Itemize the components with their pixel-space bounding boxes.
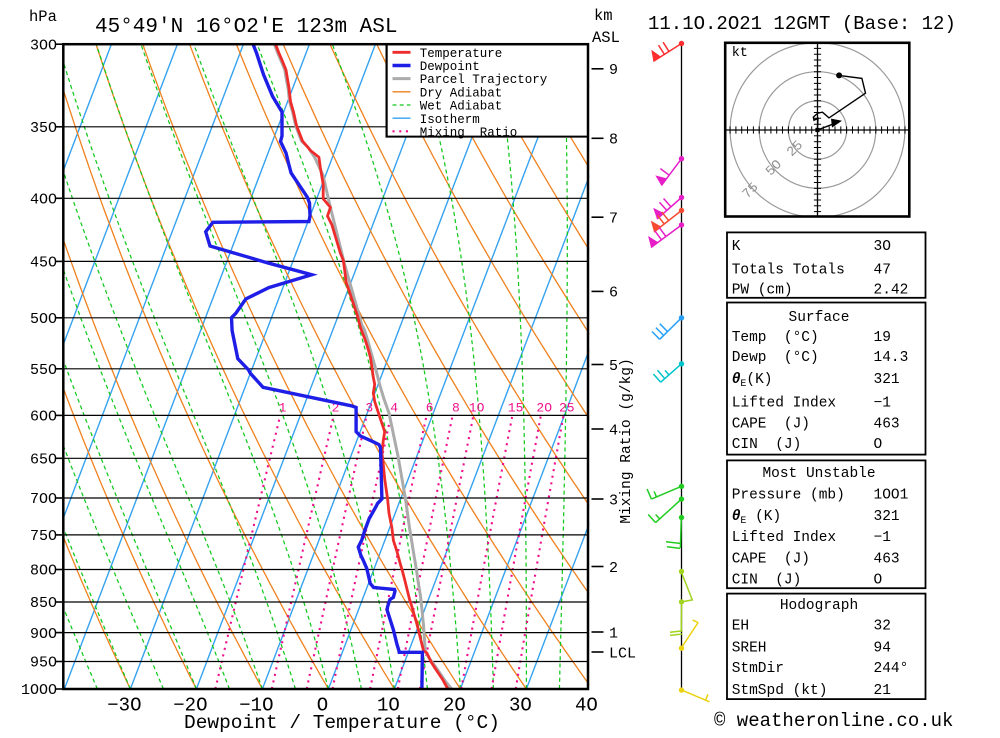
svg-text:55O: 55O [30,362,57,379]
svg-text:6: 6 [609,285,618,302]
svg-text:StmDir: StmDir [732,661,784,677]
svg-text:−1: −1 [874,530,891,546]
svg-text:hPa: hPa [29,8,57,26]
svg-text:Wet Adiabat: Wet Adiabat [420,100,503,114]
svg-text:9: 9 [609,62,618,79]
svg-text:ASL: ASL [592,29,620,47]
svg-text:Parcel Trajectory: Parcel Trajectory [420,73,548,87]
svg-text:4OO: 4OO [30,192,57,209]
svg-text:Hodograph: Hodograph [780,598,858,614]
svg-text:Isotherm: Isotherm [420,113,480,127]
svg-text:Dewpoint: Dewpoint [420,60,480,74]
svg-text:6: 6 [426,400,434,415]
svg-text:2: 2 [609,560,618,577]
svg-text:−1O: −1O [239,695,273,717]
svg-text:4: 4 [609,422,618,439]
svg-text:O: O [874,572,883,588]
svg-text:Lifted Index: Lifted Index [732,396,837,412]
svg-text:244°: 244° [874,661,909,677]
svg-text:15: 15 [508,400,524,415]
svg-text:35O: 35O [30,120,57,137]
svg-text:km: km [594,7,613,25]
svg-text:2O: 2O [536,400,552,415]
svg-text:SREH: SREH [732,640,767,656]
svg-text:3: 3 [365,400,373,415]
svg-text:CAPE (J): CAPE (J) [732,416,810,432]
svg-text:463: 463 [874,552,900,568]
svg-text:O: O [874,437,883,453]
svg-text:4: 4 [390,400,398,415]
svg-text:45O: 45O [30,255,57,272]
svg-text:9OO: 9OO [30,626,57,643]
svg-text:7OO: 7OO [30,491,57,508]
svg-text:8: 8 [452,400,460,415]
svg-text:2.42: 2.42 [874,283,909,299]
svg-text:4O: 4O [575,695,598,717]
svg-text:47: 47 [874,263,891,279]
svg-text:PW (cm): PW (cm) [732,283,793,299]
svg-text:Totals Totals: Totals Totals [732,263,845,279]
svg-text:463: 463 [874,416,900,432]
svg-text:Mixing Ratio: Mixing Ratio [420,126,518,140]
svg-text:1O: 1O [377,695,400,717]
svg-text:45°49'N 16°O2'E 123m ASL: 45°49'N 16°O2'E 123m ASL [95,16,397,39]
svg-text:1: 1 [279,400,287,415]
svg-text:3O: 3O [874,239,891,255]
svg-text:CAPE (J): CAPE (J) [732,552,810,568]
svg-text:K: K [732,239,741,255]
svg-text:θE (K): θE (K) [732,509,782,527]
svg-text:321: 321 [874,509,900,525]
svg-text:Temp (°C): Temp (°C) [732,330,819,346]
svg-text:Dewp (°C): Dewp (°C) [732,350,819,366]
svg-text:2: 2 [332,400,340,415]
svg-text:1: 1 [609,625,618,642]
svg-text:7: 7 [609,211,618,228]
svg-text:65O: 65O [30,452,57,469]
svg-text:O: O [317,695,328,717]
svg-text:3OO: 3OO [30,37,57,54]
svg-text:3: 3 [609,492,618,509]
svg-text:Mixing Ratio (g/kg): Mixing Ratio (g/kg) [619,358,635,523]
svg-text:32: 32 [874,619,891,635]
svg-text:CIN (J): CIN (J) [732,437,802,453]
svg-text:θE(K): θE(K) [732,372,773,390]
svg-text:Most Unstable: Most Unstable [762,466,875,482]
svg-text:21: 21 [874,683,891,699]
svg-text:8: 8 [609,132,618,149]
svg-text:Lifted Index: Lifted Index [732,530,837,546]
svg-text:−2O: −2O [173,695,207,717]
svg-text:1O: 1O [469,400,485,415]
svg-text:−3O: −3O [107,695,141,717]
svg-text:85O: 85O [30,595,57,612]
svg-text:321: 321 [874,372,900,388]
svg-text:Temperature: Temperature [420,47,503,61]
svg-text:LCL: LCL [609,645,636,662]
svg-text:6OO: 6OO [30,409,57,426]
svg-text:Dewpoint / Temperature (°C): Dewpoint / Temperature (°C) [184,712,500,733]
svg-text:Surface: Surface [789,310,850,326]
svg-text:95O: 95O [30,655,57,672]
svg-text:© weatheronline.co.uk: © weatheronline.co.uk [714,710,953,732]
svg-text:1OO1: 1OO1 [874,487,909,503]
svg-text:3O: 3O [509,695,532,717]
svg-text:25: 25 [559,400,575,415]
svg-text:14.3: 14.3 [874,350,909,366]
svg-text:11.1O.2O21 12GMT (Base: 12): 11.1O.2O21 12GMT (Base: 12) [648,13,956,35]
svg-text:−1: −1 [874,396,891,412]
svg-text:StmSpd (kt): StmSpd (kt) [732,683,828,699]
svg-text:94: 94 [874,640,891,656]
svg-text:1OOO: 1OOO [21,682,57,699]
svg-text:Dry Adiabat: Dry Adiabat [420,86,503,100]
svg-text:5OO: 5OO [30,311,57,328]
svg-text:CIN (J): CIN (J) [732,572,802,588]
svg-text:EH: EH [732,619,749,635]
svg-text:75O: 75O [30,528,57,545]
svg-text:2O: 2O [443,695,466,717]
svg-text:5: 5 [609,358,618,375]
svg-text:8OO: 8OO [30,563,57,580]
svg-text:19: 19 [874,330,891,346]
svg-text:Pressure (mb): Pressure (mb) [732,487,845,503]
svg-text:kt: kt [732,46,748,61]
